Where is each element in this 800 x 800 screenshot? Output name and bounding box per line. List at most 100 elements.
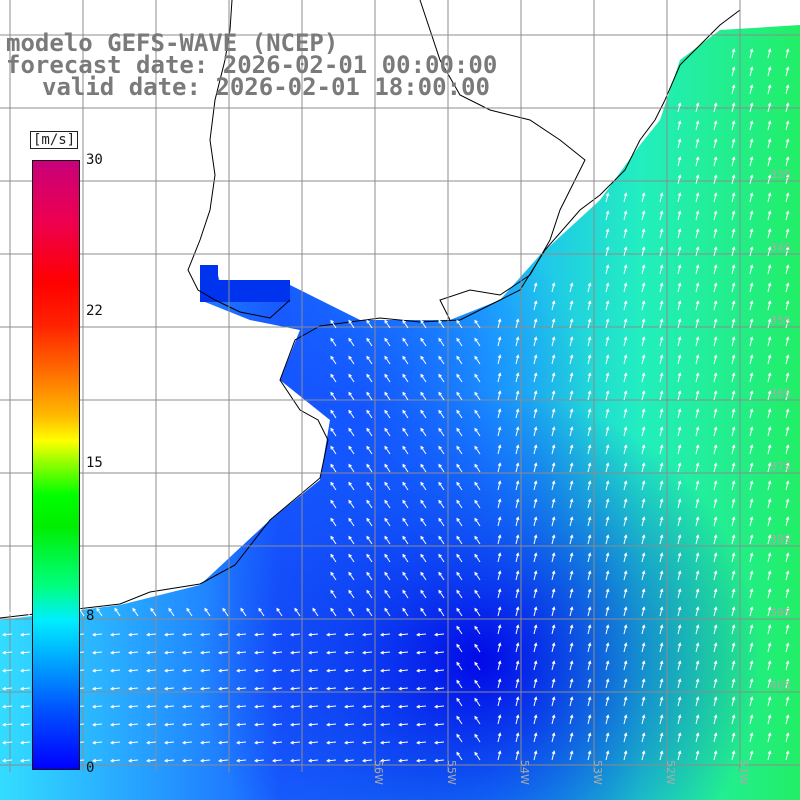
wind-arrow <box>677 390 682 401</box>
wind-arrow <box>731 138 736 149</box>
wind-arrow <box>384 535 391 545</box>
wind-arrow <box>456 355 463 365</box>
wind-arrow <box>384 463 391 473</box>
wind-arrow <box>569 390 574 401</box>
wind-arrow <box>474 445 481 455</box>
wind-arrow <box>515 516 520 527</box>
wind-arrow <box>416 740 427 745</box>
wind-arrow <box>713 156 718 167</box>
wind-arrow <box>623 426 628 437</box>
wind-arrow <box>767 282 772 293</box>
wind-arrow <box>551 282 556 293</box>
wind-arrow <box>200 740 211 745</box>
wind-arrow <box>456 571 463 581</box>
wind-arrow <box>236 632 247 637</box>
wind-arrow <box>366 409 373 419</box>
wind-arrow <box>384 517 391 527</box>
wind-arrow <box>659 642 664 653</box>
wind-arrow <box>497 462 502 473</box>
wind-arrow <box>272 740 283 745</box>
wind-arrow <box>731 498 736 509</box>
wind-arrow <box>20 650 31 655</box>
forecast-date: forecast date: 2026-02-01 00:00:00 <box>6 51 498 79</box>
wind-arrow <box>362 650 373 655</box>
wind-arrow <box>497 642 502 653</box>
wind-arrow <box>605 534 610 545</box>
wind-arrow <box>767 300 772 311</box>
wind-arrow <box>92 686 103 691</box>
wind-arrow <box>713 642 718 653</box>
wind-arrow <box>587 318 592 329</box>
wind-arrow <box>272 722 283 727</box>
wind-arrow <box>146 758 157 763</box>
wind-arrow <box>344 704 355 709</box>
wind-arrow <box>659 714 664 725</box>
wind-arrow <box>290 668 301 673</box>
wind-arrow <box>749 354 754 365</box>
wind-arrow <box>749 498 754 509</box>
wind-arrow <box>218 650 229 655</box>
wind-arrow <box>641 318 646 329</box>
wind-arrow <box>420 319 427 329</box>
wind-arrow <box>695 192 700 203</box>
wind-arrow <box>785 570 790 581</box>
wind-arrow <box>767 264 772 275</box>
wind-arrow <box>384 355 391 365</box>
wind-arrow <box>767 390 772 401</box>
wind-arrow <box>731 300 736 311</box>
wind-arrow <box>164 704 175 709</box>
wind-arrow <box>330 373 337 383</box>
wind-arrow <box>641 552 646 563</box>
lat-label: 36S <box>770 387 791 400</box>
wind-arrow <box>533 516 538 527</box>
coastline <box>0 0 741 619</box>
wind-arrow <box>474 355 481 365</box>
wind-arrow <box>128 758 139 763</box>
wind-arrow <box>236 650 247 655</box>
wind-arrow <box>569 408 574 419</box>
wind-arrow <box>605 660 610 671</box>
wind-arrow <box>677 300 682 311</box>
wind-arrow <box>366 481 373 491</box>
wind-arrow <box>713 174 718 185</box>
lat-label: 40S <box>770 679 791 692</box>
wind-arrow <box>362 722 373 727</box>
wind-arrow <box>785 408 790 419</box>
wind-arrow <box>605 696 610 707</box>
wind-arrow <box>713 138 718 149</box>
wind-arrow <box>731 228 736 239</box>
wind-arrow <box>290 632 301 637</box>
wind-arrow <box>474 715 481 725</box>
wind-arrow <box>515 660 520 671</box>
wind-arrow <box>713 120 718 131</box>
wind-arrow <box>713 282 718 293</box>
wind-arrow <box>605 642 610 653</box>
wind-arrow <box>695 282 700 293</box>
wind-arrow <box>659 246 664 257</box>
wind-arrow <box>366 337 373 347</box>
wind-arrow <box>569 444 574 455</box>
wind-arrow <box>785 264 790 275</box>
wind-arrow <box>348 391 355 401</box>
wind-arrow <box>713 660 718 671</box>
wind-arrow <box>398 722 409 727</box>
wind-arrow <box>587 498 592 509</box>
wind-arrow <box>551 462 556 473</box>
wind-arrow <box>605 606 610 617</box>
wind-arrow <box>749 462 754 473</box>
graticule <box>0 0 800 772</box>
wind-arrow <box>497 606 502 617</box>
wind-arrow <box>605 192 610 203</box>
wind-arrow <box>605 372 610 383</box>
wind-arrow <box>641 264 646 275</box>
wind-arrow <box>767 498 772 509</box>
wind-arrow <box>110 686 121 691</box>
valid-date: valid date: 2026-02-01 18:00:00 <box>42 73 490 101</box>
wind-arrow <box>605 750 610 761</box>
wind-arrow <box>749 138 754 149</box>
wind-arrow <box>623 624 628 635</box>
wind-arrow <box>767 570 772 581</box>
wind-arrow <box>659 750 664 761</box>
wind-arrow <box>695 606 700 617</box>
wind-arrow <box>785 714 790 725</box>
